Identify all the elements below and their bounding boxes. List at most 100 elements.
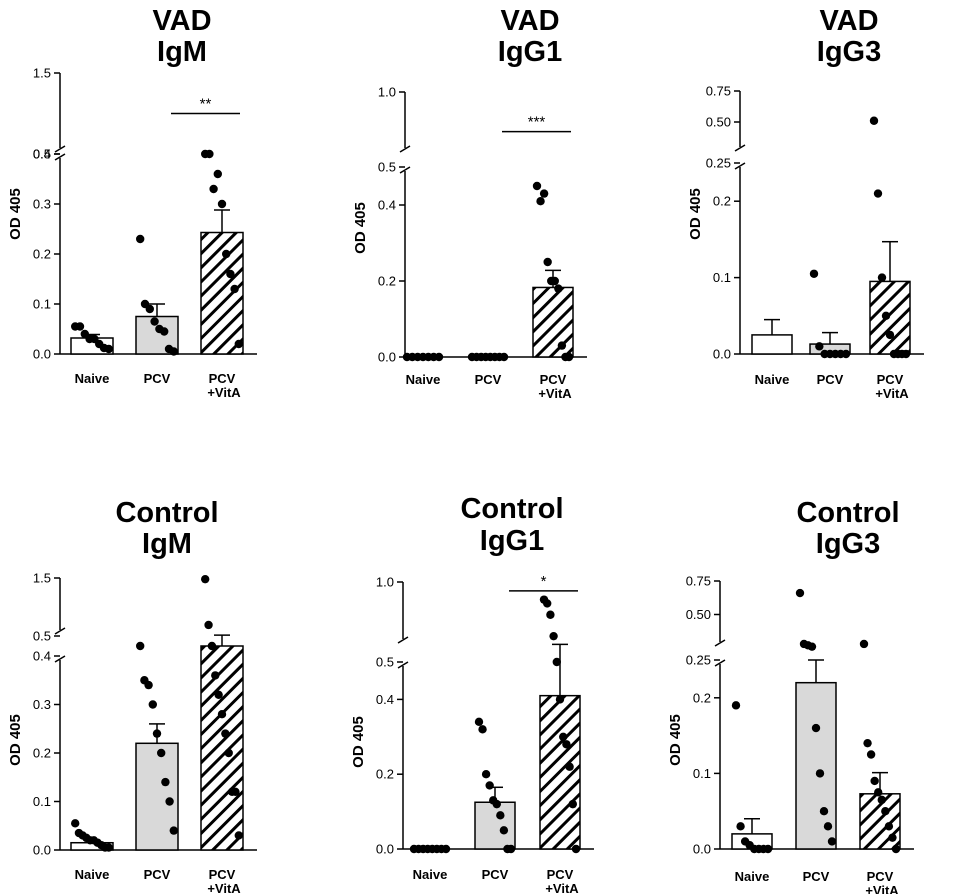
y-tick-label: 1.5 [33, 571, 51, 586]
data-point [474, 717, 484, 727]
data-point [557, 341, 567, 350]
y-tick-label: 0.3 [33, 697, 51, 712]
axis-break-mark [54, 655, 66, 663]
category-label: PCV [482, 867, 509, 882]
data-point [152, 729, 162, 738]
y-tick-label: 0.0 [33, 347, 51, 362]
y-axis-label: OD 405 [7, 714, 24, 766]
data-point [866, 750, 876, 759]
data-point [136, 641, 145, 651]
y-tick-label: 0.1 [693, 766, 711, 781]
chart-title-line2: IgM [157, 36, 207, 68]
data-point [161, 777, 170, 787]
data-point [884, 822, 894, 831]
y-tick-label: 0.5 [33, 629, 51, 644]
category-label-line2: +VitA [865, 883, 899, 894]
category-label-line2: +VitA [545, 881, 579, 894]
bar-3 [532, 286, 574, 358]
category-label: Naive [413, 867, 448, 882]
y-tick-label: 0.2 [33, 247, 51, 262]
category-label: PCV [209, 371, 236, 386]
significance-label: *** [528, 114, 546, 131]
data-point [536, 197, 545, 206]
data-point [234, 831, 243, 840]
data-point [104, 344, 114, 354]
y-axis-label: OD 405 [667, 714, 684, 766]
axis-break-mark [714, 639, 726, 647]
y-tick-label: 0.4 [376, 692, 394, 707]
y-tick-label: 0.2 [378, 274, 396, 289]
chart-title-line1: VAD [500, 5, 559, 37]
category-label-line2: +VitA [207, 385, 241, 400]
data-point [807, 642, 817, 651]
data-point [499, 352, 509, 362]
data-point [231, 787, 240, 796]
category-label: PCV [817, 372, 844, 387]
data-point [881, 311, 891, 320]
axis-break-mark [734, 162, 746, 170]
bar-2 [474, 801, 516, 850]
data-point [75, 322, 85, 331]
data-point [870, 776, 879, 786]
data-point [234, 339, 243, 349]
data-point [552, 657, 561, 667]
data-point [169, 826, 178, 835]
chart-title-line1: Control [796, 497, 899, 529]
data-point [571, 844, 581, 854]
data-point [160, 327, 169, 336]
data-point [877, 795, 886, 805]
chart-title-line1: VAD [152, 5, 211, 37]
data-point [819, 807, 829, 816]
data-point [731, 701, 741, 710]
y-tick-label: 0.2 [693, 690, 711, 705]
data-point [492, 799, 501, 809]
data-point [555, 695, 565, 704]
chart-title-line2: IgG1 [480, 525, 544, 557]
data-point [763, 844, 773, 854]
category-label: Naive [735, 869, 770, 884]
category-label: Naive [406, 372, 441, 387]
y-tick-label: 0.1 [33, 794, 51, 809]
data-point [209, 184, 218, 194]
y-tick-label: 1.5 [33, 66, 51, 81]
axis-break-mark [54, 627, 66, 635]
data-point [441, 844, 451, 854]
data-point [207, 641, 217, 651]
data-point [736, 822, 745, 831]
y-axis-label: OD 405 [352, 202, 369, 254]
data-point [869, 116, 879, 125]
y-tick-label: 0.5 [33, 147, 51, 162]
data-point [157, 748, 166, 758]
y-tick-label: 0.4 [33, 147, 51, 162]
y-tick-label: 0.2 [33, 746, 51, 761]
axis-break-mark [399, 145, 411, 153]
data-point [217, 710, 227, 719]
y-tick-label: 1.0 [378, 85, 396, 100]
data-point [226, 269, 235, 279]
significance-label: ** [200, 96, 212, 113]
data-point [564, 352, 574, 362]
data-point [204, 620, 213, 630]
data-point [71, 819, 80, 828]
category-label-line2: +VitA [207, 881, 241, 894]
y-tick-label: 0.5 [376, 655, 394, 670]
axis-break-mark [54, 145, 66, 153]
data-point [169, 347, 178, 356]
data-point [809, 269, 819, 278]
axis-break-mark [714, 659, 726, 667]
data-point [901, 349, 911, 359]
data-point [543, 257, 552, 267]
axis-break-mark [397, 636, 409, 644]
data-point [539, 189, 549, 198]
data-point [222, 249, 231, 259]
y-tick-label: 0.2 [376, 767, 394, 782]
category-label: PCV [803, 869, 830, 884]
y-tick-label: 0.25 [686, 653, 711, 668]
data-point [565, 762, 574, 771]
